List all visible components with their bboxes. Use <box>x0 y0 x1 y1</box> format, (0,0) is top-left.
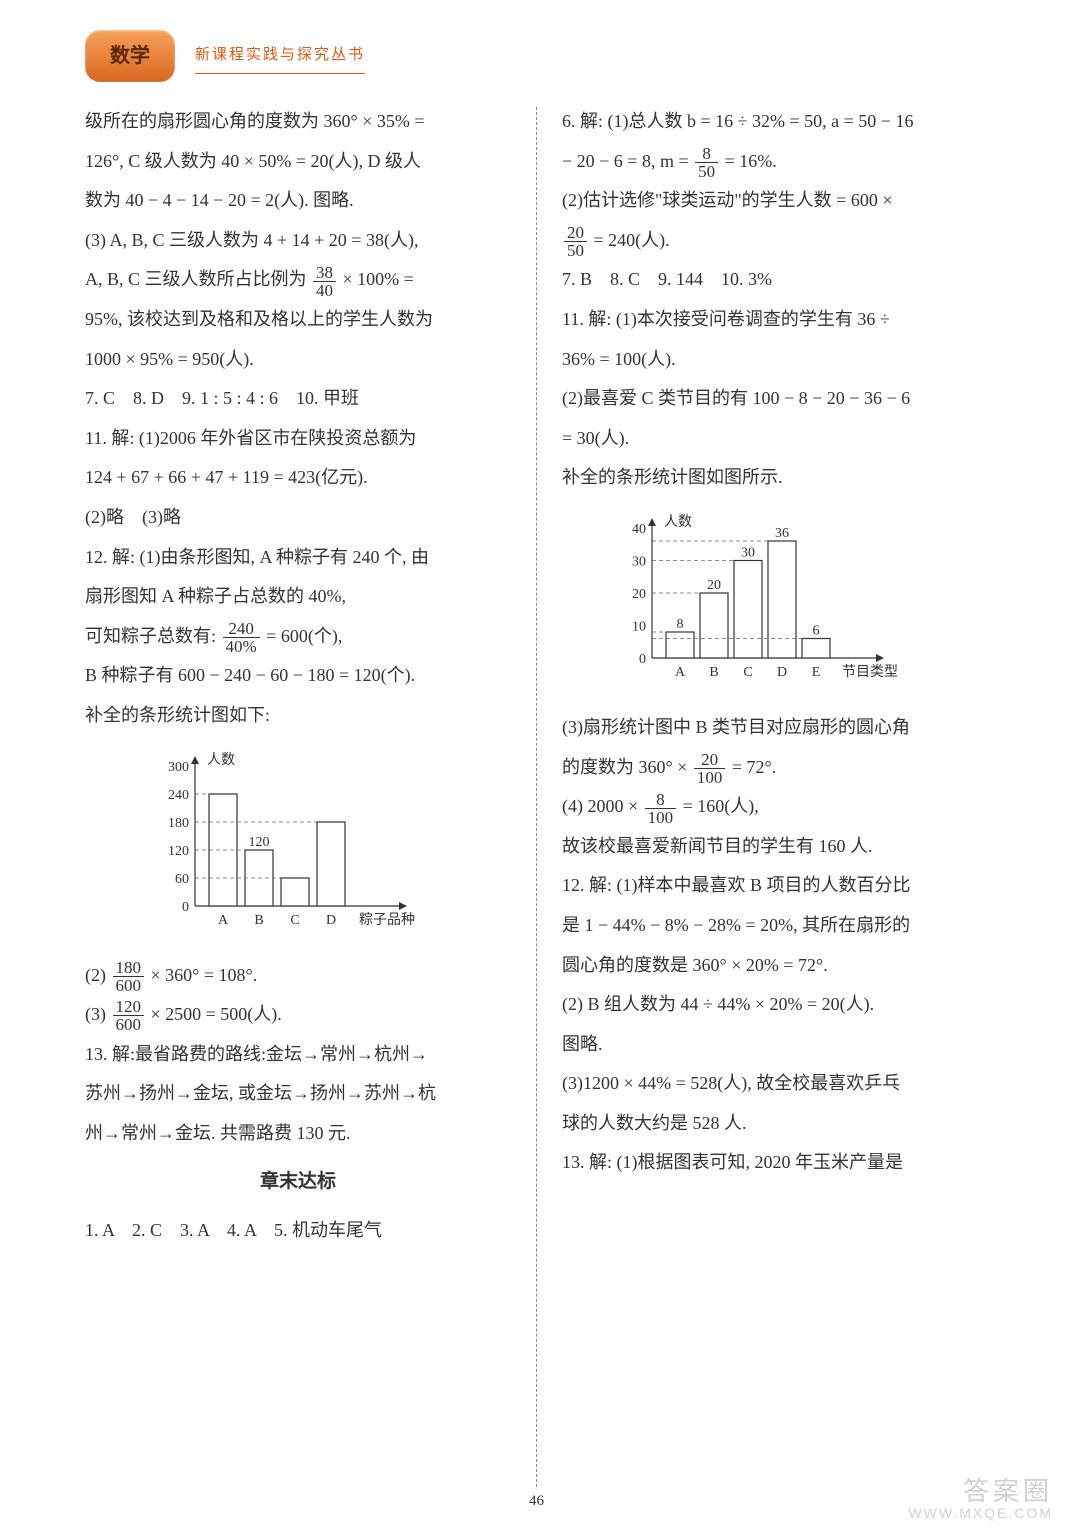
svg-text:C: C <box>290 913 299 928</box>
text-line: 11. 解: (1)2006 年外省区市在陕投资总额为 <box>85 419 511 459</box>
svg-text:A: A <box>675 665 686 680</box>
fraction: 20100 <box>694 751 726 786</box>
text-line: 补全的条形统计图如下: <box>85 696 511 736</box>
text-line: (3) A, B, C 三级人数为 4 + 14 + 20 = 38(人), <box>85 221 511 261</box>
text-line: (3)扇形统计图中 B 类节目对应扇形的圆心角 <box>562 708 988 748</box>
text-line: 扇形图知 A 种粽子占总数的 40%, <box>85 577 511 617</box>
text-line: 球的人数大约是 528 人. <box>562 1104 988 1144</box>
fraction: 24040% <box>223 620 260 655</box>
bar-chart-programs: 0 10 20 30 40 人数 8 A 20 B 30 C 36 D 6 E 节目类型 <box>602 508 912 698</box>
text-line: 补全的条形统计图如图所示. <box>562 458 988 498</box>
text-line: 124 + 67 + 66 + 47 + 119 = 423(亿元). <box>85 458 511 498</box>
svg-text:20: 20 <box>632 587 646 602</box>
text-line: 12. 解: (1)样本中最喜欢 B 项目的人数百分比 <box>562 866 988 906</box>
svg-text:180: 180 <box>168 816 189 831</box>
text-line: 州→常州→金坛. 共需路费 130 元. <box>85 1114 511 1154</box>
text-line: 1000 × 95% = 950(人). <box>85 340 511 380</box>
text-line: B 种粽子有 600 − 240 − 60 − 180 = 120(个). <box>85 656 511 696</box>
text-line: 苏州→扬州→金坛, 或金坛→扬州→苏州→杭 <box>85 1074 511 1114</box>
svg-text:10: 10 <box>632 619 646 634</box>
content-columns: 级所在的扇形圆心角的度数为 360° × 35% = 126°, C 级人数为 … <box>85 102 988 1487</box>
series-title: 新课程实践与探究丛书 <box>195 39 365 74</box>
text-line: 7. B 8. C 9. 144 10. 3% <box>562 260 988 300</box>
svg-text:60: 60 <box>175 872 189 887</box>
svg-text:30: 30 <box>632 554 646 569</box>
svg-text:C: C <box>743 665 752 680</box>
svg-text:A: A <box>218 913 229 928</box>
svg-text:B: B <box>254 913 263 928</box>
text-line: − 20 − 6 = 8, m = 850 = 16%. <box>562 142 988 182</box>
section-heading: 章末达标 <box>85 1161 511 1203</box>
text-line: (2)估计选修"球类运动"的学生人数 = 600 × <box>562 181 988 221</box>
text-line: 126°, C 级人数为 40 × 50% = 20(人), D 级人 <box>85 142 511 182</box>
bar-chart-zongzi: 0 60 120 180 240 300 人数 A 120 B C D 粽子品种 <box>145 746 425 946</box>
watermark: 答案圈 WWW.MXQE.COM <box>908 1477 1053 1521</box>
text-line: (2) B 组人数为 44 ÷ 44% × 20% = 20(人). <box>562 985 988 1025</box>
page-number: 46 <box>529 1485 544 1518</box>
svg-text:36: 36 <box>775 526 789 541</box>
fraction: 180600 <box>113 959 145 994</box>
svg-text:粽子品种: 粽子品种 <box>359 912 415 928</box>
text-line: 36% = 100(人). <box>562 340 988 380</box>
text-line: (2) 180600 × 360° = 108°. <box>85 956 511 996</box>
svg-text:8: 8 <box>677 617 684 632</box>
column-divider <box>536 107 537 1487</box>
text-line: (3)1200 × 44% = 528(人), 故全校最喜欢乒乓 <box>562 1064 988 1104</box>
watermark-line1: 答案圈 <box>908 1477 1053 1506</box>
text-line: 12. 解: (1)由条形图知, A 种粽子有 240 个, 由 <box>85 538 511 578</box>
text-line: 数为 40 − 4 − 14 − 20 = 2(人). 图略. <box>85 181 511 221</box>
text-line: 95%, 该校达到及格和及格以上的学生人数为 <box>85 300 511 340</box>
text-line: = 30(人). <box>562 419 988 459</box>
text-line: (4) 2000 × 8100 = 160(人), <box>562 787 988 827</box>
fraction: 850 <box>695 145 718 180</box>
svg-text:120: 120 <box>168 844 189 859</box>
svg-text:300: 300 <box>168 760 189 775</box>
text-line: (3) 120600 × 2500 = 500(人). <box>85 995 511 1035</box>
svg-text:240: 240 <box>168 788 189 803</box>
text-line: 圆心角的度数是 360° × 20% = 72°. <box>562 946 988 986</box>
svg-text:0: 0 <box>639 652 646 667</box>
text-line: 的度数为 360° × 20100 = 72°. <box>562 748 988 788</box>
watermark-line2: WWW.MXQE.COM <box>908 1506 1053 1521</box>
svg-text:D: D <box>777 665 787 680</box>
text-line: 故该校最喜爱新闻节目的学生有 160 人. <box>562 827 988 867</box>
svg-text:人数: 人数 <box>207 752 235 768</box>
text-line: 13. 解: (1)根据图表可知, 2020 年玉米产量是 <box>562 1143 988 1183</box>
svg-text:0: 0 <box>182 900 189 915</box>
svg-text:40: 40 <box>632 522 646 537</box>
svg-text:节目类型: 节目类型 <box>842 664 898 680</box>
fraction: 2050 <box>564 224 587 259</box>
text-line: 7. C 8. D 9. 1 : 5 : 4 : 6 10. 甲班 <box>85 379 511 419</box>
text-line: 2050 = 240(人). <box>562 221 988 261</box>
svg-text:30: 30 <box>741 545 755 560</box>
text-line: 6. 解: (1)总人数 b = 16 ÷ 32% = 50, a = 50 −… <box>562 102 988 142</box>
fraction: 8100 <box>645 791 677 826</box>
text-line: (2)最喜爱 C 类节目的有 100 − 8 − 20 − 36 − 6 <box>562 379 988 419</box>
svg-text:B: B <box>709 665 718 680</box>
text-line: 1. A 2. C 3. A 4. A 5. 机动车尾气 <box>85 1211 511 1251</box>
right-column: 6. 解: (1)总人数 b = 16 ÷ 32% = 50, a = 50 −… <box>562 102 988 1487</box>
svg-text:E: E <box>812 665 821 680</box>
text-line: 是 1 − 44% − 8% − 28% = 20%, 其所在扇形的 <box>562 906 988 946</box>
subject-badge: 数学 <box>85 30 175 82</box>
svg-text:120: 120 <box>249 835 270 850</box>
text-line: A, B, C 三级人数所占比例为 3840 × 100% = <box>85 260 511 300</box>
svg-text:人数: 人数 <box>664 514 692 530</box>
text-line: (2)略 (3)略 <box>85 498 511 538</box>
text-line: 11. 解: (1)本次接受问卷调查的学生有 36 ÷ <box>562 300 988 340</box>
svg-text:20: 20 <box>707 578 721 593</box>
svg-text:D: D <box>326 913 336 928</box>
text-line: 级所在的扇形圆心角的度数为 360° × 35% = <box>85 102 511 142</box>
left-column: 级所在的扇形圆心角的度数为 360° × 35% = 126°, C 级人数为 … <box>85 102 511 1487</box>
text-line: 13. 解:最省路费的路线:金坛→常州→杭州→ <box>85 1035 511 1075</box>
text-line: 图略. <box>562 1025 988 1065</box>
fraction: 3840 <box>313 264 336 299</box>
fraction: 120600 <box>113 998 145 1033</box>
page-header: 数学 新课程实践与探究丛书 <box>85 30 988 82</box>
svg-text:6: 6 <box>813 623 820 638</box>
text-line: 可知粽子总数有: 24040% = 600(个), <box>85 617 511 657</box>
